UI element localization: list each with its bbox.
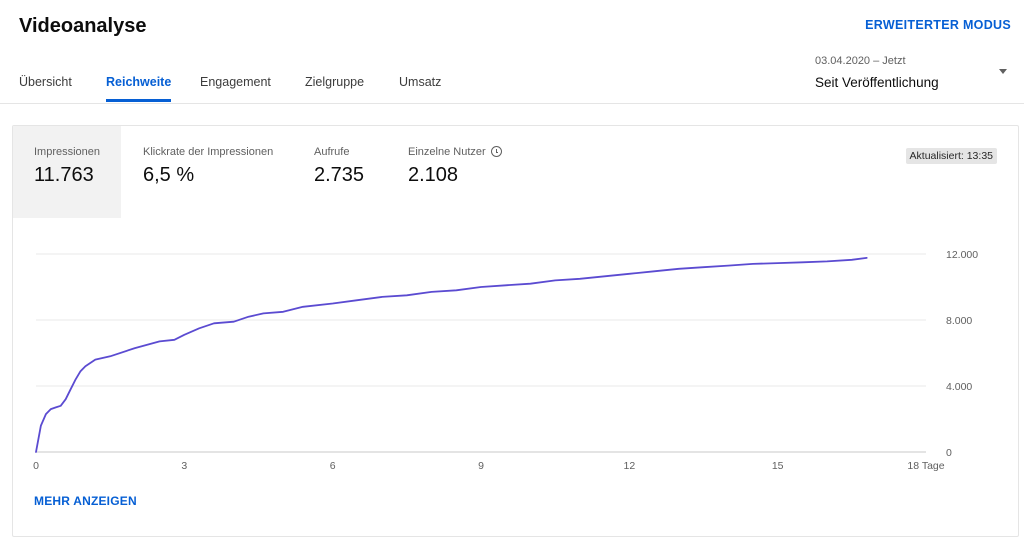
y-tick-label: 8.000 xyxy=(946,315,972,327)
metric-label: Impressionen xyxy=(34,146,101,158)
metric-views[interactable]: Aufrufe 2.735 xyxy=(314,126,394,218)
metric-label: Einzelne Nutzer xyxy=(408,146,486,158)
tab-bar: Übersicht Reichweite Engagement Zielgrup… xyxy=(0,66,1024,104)
x-tick-label: 0 xyxy=(33,460,39,472)
date-range-dropdown[interactable]: 03.04.2020 – Jetzt Seit Veröffentlichung xyxy=(815,55,1015,95)
date-range-text: 03.04.2020 – Jetzt xyxy=(815,55,906,67)
metric-label: Klickrate der Impressionen xyxy=(143,146,274,158)
metric-label-row: Einzelne Nutzer xyxy=(408,146,502,158)
metric-value: 11.763 xyxy=(34,164,94,186)
metric-click-rate[interactable]: Klickrate der Impressionen 6,5 % xyxy=(143,126,303,218)
metric-unique-users[interactable]: Einzelne Nutzer 2.108 xyxy=(408,126,518,218)
chevron-down-icon xyxy=(999,69,1007,74)
tab-label: Umsatz xyxy=(399,75,442,89)
metric-label: Aufrufe xyxy=(314,146,350,158)
y-tick-label: 0 xyxy=(946,447,952,459)
tab-audience[interactable]: Zielgruppe xyxy=(305,66,364,102)
x-tick-label: 12 xyxy=(623,460,635,472)
show-more-button[interactable]: MEHR ANZEIGEN xyxy=(34,494,137,508)
x-tick-label: 15 xyxy=(772,460,784,472)
tab-label: Engagement xyxy=(200,75,271,89)
impressions-line-chart: 0 4.000 8.000 12.000 0 3 6 9 12 15 18 Tage xyxy=(33,249,978,472)
tab-overview[interactable]: Übersicht xyxy=(19,66,72,102)
clock-icon xyxy=(490,146,502,157)
x-tick-label: 6 xyxy=(330,460,336,472)
series-line xyxy=(35,257,868,453)
tab-reach[interactable]: Reichweite xyxy=(106,66,172,102)
tab-label: Übersicht xyxy=(19,75,72,89)
metric-value: 6,5 % xyxy=(143,164,195,186)
tab-label: Zielgruppe xyxy=(305,75,365,89)
metric-impressions[interactable]: Impressionen 11.763 xyxy=(13,126,121,218)
analytics-card: Impressionen 11.763 Klickrate der Impres… xyxy=(12,125,1019,537)
date-range-label: Seit Veröffentlichung xyxy=(815,75,939,90)
active-tab-indicator xyxy=(106,99,172,102)
metric-value: 2.108 xyxy=(408,164,459,186)
metric-value: 2.735 xyxy=(314,164,365,186)
y-tick-label: 4.000 xyxy=(946,381,972,393)
header-divider xyxy=(0,103,1024,104)
page-title: Videoanalyse xyxy=(19,15,147,37)
y-tick-label: 12.000 xyxy=(946,249,978,261)
x-tick-label: 9 xyxy=(478,460,484,472)
updated-badge: Aktualisiert: 13:35 xyxy=(905,148,997,164)
tab-engagement[interactable]: Engagement xyxy=(200,66,271,102)
advanced-mode-link[interactable]: ERWEITERTER MODUS xyxy=(865,18,1011,32)
x-tick-label: 3 xyxy=(181,460,187,472)
tab-revenue[interactable]: Umsatz xyxy=(399,66,441,102)
x-tick-label: 18 Tage xyxy=(907,460,944,472)
tab-label: Reichweite xyxy=(106,75,172,89)
